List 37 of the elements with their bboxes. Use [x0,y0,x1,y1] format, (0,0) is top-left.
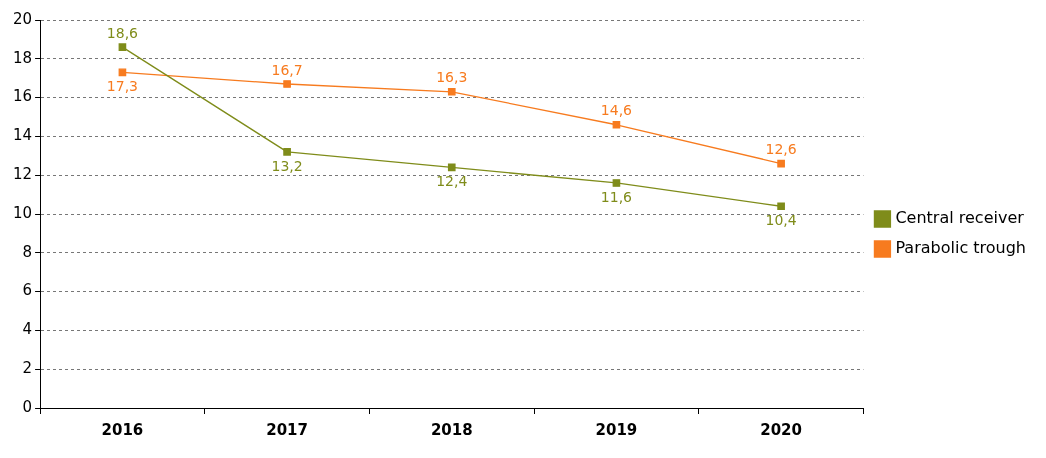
data-label: 10,4 [765,211,797,228]
point [118,43,127,51]
legend-label: Parabolic trough [895,238,1026,258]
x-tick-label: 2017 [266,420,308,439]
data-label: 12,6 [765,141,797,158]
y-tick-label: 14 [12,126,33,145]
point [447,87,456,96]
point [283,80,291,88]
point [447,163,456,172]
x-tick-label: 2019 [595,420,638,439]
y-tick-label: 20 [12,9,33,28]
data-label: 12,4 [436,173,468,190]
point [283,148,291,156]
data-label: 13,2 [271,157,303,174]
data-label: 14,6 [600,102,633,119]
legend-label: Central receiver [895,208,1025,228]
data-label: 16,7 [271,61,303,78]
y-tick-label: 10 [12,203,33,222]
y-tick-label: 16 [12,87,33,106]
y-tick-label: 0 [22,397,33,416]
point [612,120,621,129]
y-tick-label: 4 [22,320,33,339]
data-label: 16,3 [436,69,468,86]
x-tick-label: 2020 [760,420,802,439]
y-tick-label: 2 [22,359,33,378]
point [612,179,621,187]
y-tick-label: 12 [12,165,33,184]
y-tick-label: 8 [22,242,33,261]
data-label: 11,6 [600,188,633,205]
point [777,202,785,211]
y-tick-label: 6 [22,281,33,300]
x-tick-label: 2016 [101,420,144,439]
x-tick-label: 2018 [430,420,473,439]
data-label: 18,6 [106,24,139,41]
y-tick-label: 18 [12,48,33,67]
point [777,159,785,168]
data-label: 17,3 [106,78,139,95]
